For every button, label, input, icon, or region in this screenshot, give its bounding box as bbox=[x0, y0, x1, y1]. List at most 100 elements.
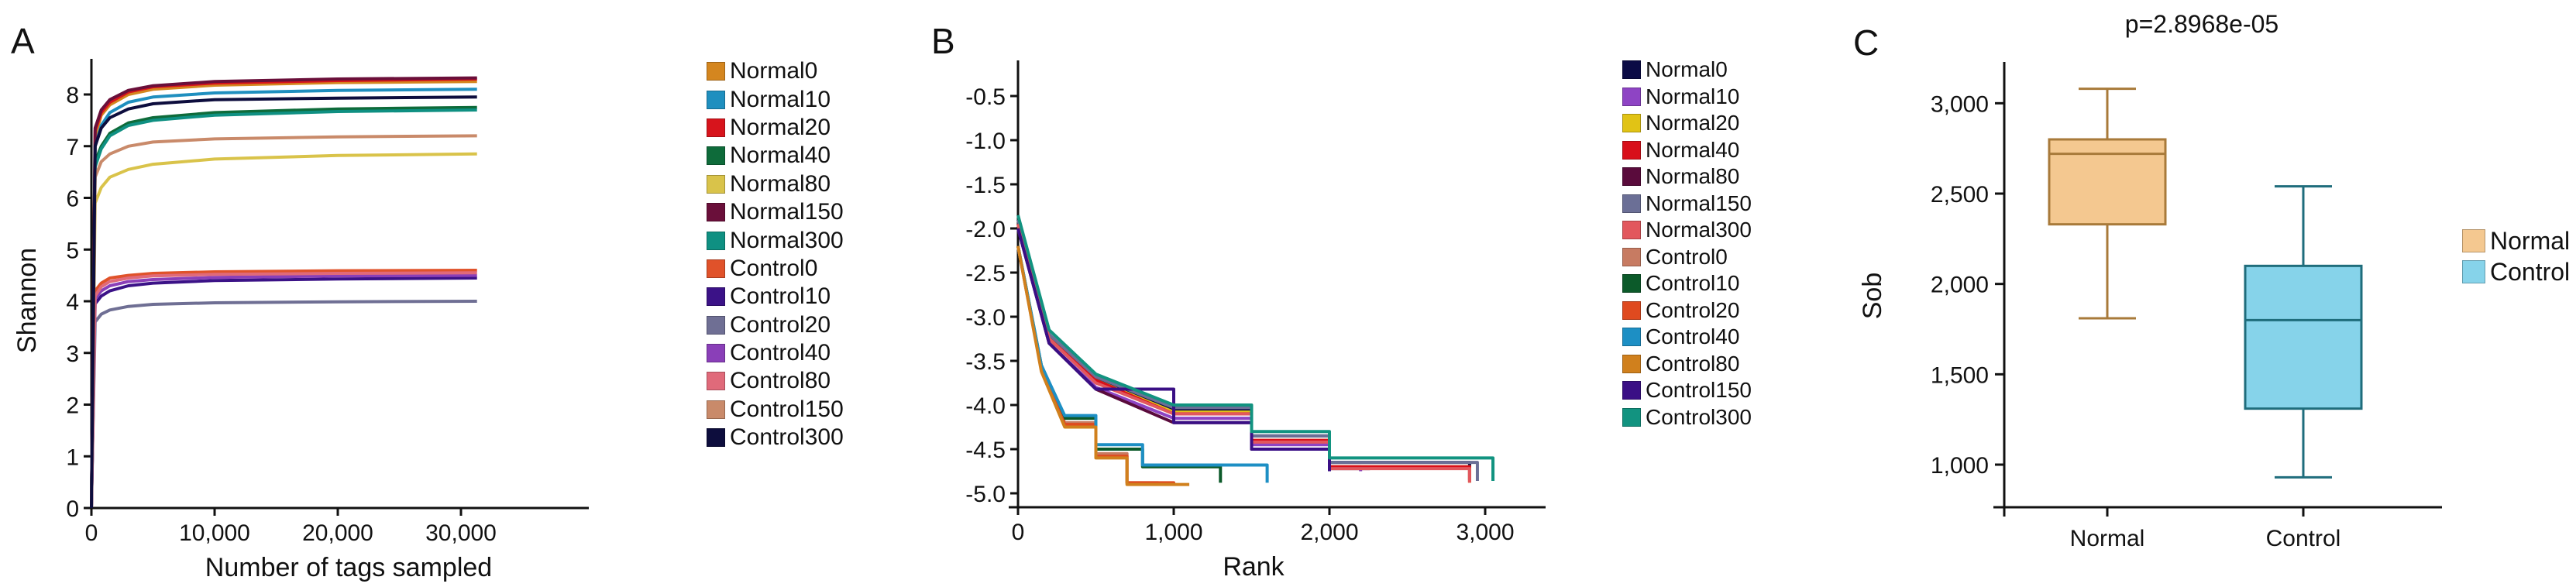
legend-swatch bbox=[1622, 328, 1641, 347]
chart-b-plot: -0.5 -1.0 -1.5 -2.0 -2.5 -3.0 -3.5 -4.0 -4.5 -5.0… bbox=[965, 60, 1546, 582]
legend-label: Normal bbox=[2490, 226, 2571, 255]
legend-swatch bbox=[1622, 221, 1641, 240]
legend-swatch bbox=[707, 287, 725, 307]
y-tick-label: 6 bbox=[66, 187, 79, 212]
legend-swatch bbox=[707, 315, 725, 335]
b-legend-item: Control0 bbox=[1622, 244, 1752, 271]
legend-swatch bbox=[1622, 60, 1641, 80]
a-legend-item: Normal0 bbox=[707, 57, 844, 85]
legend-label: Control80 bbox=[730, 368, 831, 394]
legend-label: Control40 bbox=[1646, 324, 1740, 349]
legend-c: Normal Control bbox=[2462, 225, 2570, 287]
legend-label: Control150 bbox=[1646, 378, 1752, 403]
legend-label: Normal150 bbox=[1646, 191, 1752, 215]
y-tick-label: 1,500 bbox=[1931, 362, 1989, 388]
b-legend-item: Normal300 bbox=[1622, 217, 1752, 244]
a-legend-item: Normal150 bbox=[707, 198, 844, 226]
legend-swatch bbox=[707, 344, 725, 363]
panel-letter-c: C bbox=[1853, 22, 1880, 63]
y-tick-label: -4.0 bbox=[965, 393, 1006, 419]
b-legend-item: Control150 bbox=[1622, 377, 1752, 404]
rank-abundance-curve bbox=[1016, 223, 1471, 483]
rarefaction-curve bbox=[90, 152, 477, 509]
legend-swatch bbox=[1622, 114, 1641, 133]
x-tick-label: 10,000 bbox=[179, 520, 250, 546]
panel-c: C 1,000 1,500 2,000 2,500 3,000 Sob p=2.8968e-… bbox=[1844, 0, 2576, 587]
legend-swatch bbox=[1622, 407, 1641, 427]
a-legend-item: Control80 bbox=[707, 367, 844, 395]
rarefaction-curve bbox=[90, 88, 477, 509]
legend-label: Normal150 bbox=[730, 199, 844, 225]
rank-abundance-curve bbox=[1016, 245, 1190, 486]
y-tick-label: -2.5 bbox=[965, 261, 1006, 287]
rank-abundance-curve bbox=[1016, 245, 1223, 483]
y-tick-label: 2,000 bbox=[1931, 273, 1989, 298]
rank-abundance-curve bbox=[1016, 228, 1331, 472]
y-tick-label: -5.0 bbox=[965, 482, 1006, 507]
b-legend-item: Control40 bbox=[1622, 324, 1752, 351]
rarefaction-curve bbox=[90, 269, 477, 509]
legend-label: Normal40 bbox=[1646, 137, 1740, 162]
rarefaction-curve bbox=[90, 105, 477, 509]
y-tick-label: -1.0 bbox=[965, 129, 1006, 154]
y-tick-label: 3,000 bbox=[1931, 91, 1989, 117]
legend-label: Control0 bbox=[730, 255, 818, 281]
c-legend-item: Control bbox=[2462, 256, 2570, 287]
legend-swatch bbox=[1622, 300, 1641, 320]
b-legend-item: Control20 bbox=[1622, 297, 1752, 324]
b-legend-item: Control80 bbox=[1622, 351, 1752, 378]
legend-label: Control40 bbox=[730, 340, 831, 366]
legend-label: Normal0 bbox=[730, 58, 818, 84]
x-tick-label: 1,000 bbox=[1144, 520, 1202, 545]
b-legend-item: Control10 bbox=[1622, 270, 1752, 297]
legend-label: Normal20 bbox=[1646, 111, 1740, 136]
legend-swatch bbox=[707, 62, 725, 81]
x-axis-title: Number of tags sampled bbox=[205, 553, 492, 582]
a-legend-item: Control300 bbox=[707, 424, 844, 451]
x-tick-label: 3,000 bbox=[1456, 520, 1514, 545]
x-tick-label: Normal bbox=[2070, 526, 2145, 551]
legend-label: Normal0 bbox=[1646, 57, 1728, 82]
y-tick-label: -4.5 bbox=[965, 438, 1006, 463]
y-tick-label: 1,000 bbox=[1931, 453, 1989, 479]
a-legend-item: Normal80 bbox=[707, 170, 844, 198]
a-legend-item: Normal40 bbox=[707, 142, 844, 170]
legend-label: Control150 bbox=[730, 396, 844, 422]
panel-a: A 0 1 2 3 4 5 6 7 8 0 10,000 20,000 30,000 Number of … bbox=[0, 0, 883, 587]
y-tick-label: -3.5 bbox=[965, 349, 1006, 375]
a-legend-item: Control20 bbox=[707, 311, 844, 339]
y-tick-label: -2.0 bbox=[965, 217, 1006, 242]
b-legend-item: Normal80 bbox=[1622, 163, 1752, 191]
x-tick-label: 30,000 bbox=[425, 520, 497, 546]
legend-label: Control20 bbox=[1646, 297, 1740, 322]
rarefaction-curve bbox=[90, 273, 477, 509]
legend-swatch bbox=[2462, 260, 2485, 283]
legend-label: Control0 bbox=[1646, 244, 1728, 269]
x-tick-label: 2,000 bbox=[1300, 520, 1358, 545]
legend-label: Control bbox=[2490, 257, 2571, 286]
legend-swatch bbox=[1622, 87, 1641, 106]
x-axis-title: Rank bbox=[1223, 552, 1285, 582]
panel-letter-a: A bbox=[11, 21, 35, 61]
b-legend-item: Normal150 bbox=[1622, 191, 1752, 218]
a-legend-item: Control0 bbox=[707, 255, 844, 283]
panel-letter-b: B bbox=[931, 21, 955, 61]
legend-swatch bbox=[1622, 354, 1641, 373]
y-tick-label: -1.5 bbox=[965, 173, 1006, 198]
legend-label: Control80 bbox=[1646, 351, 1740, 376]
a-legend-item: Control150 bbox=[707, 396, 844, 424]
legend-label: Normal20 bbox=[730, 114, 831, 140]
y-tick-label: 5 bbox=[66, 238, 79, 263]
rank-abundance-curve bbox=[1016, 219, 1471, 480]
rarefaction-curve bbox=[90, 80, 477, 509]
y-tick-label: 2 bbox=[66, 393, 79, 419]
c-legend-item: Normal bbox=[2462, 225, 2570, 256]
chart-a-plot: 0 1 2 3 4 5 6 7 8 0 10,000 20,000 30,000 Number of ta… bbox=[12, 59, 589, 582]
legend-swatch bbox=[1622, 194, 1641, 213]
legend-label: Control300 bbox=[1646, 404, 1752, 429]
legend-swatch bbox=[707, 90, 725, 109]
rank-abundance-curve bbox=[1016, 215, 1495, 482]
legend-swatch bbox=[1622, 274, 1641, 294]
a-legend-item: Control10 bbox=[707, 283, 844, 311]
legend-swatch bbox=[707, 372, 725, 391]
